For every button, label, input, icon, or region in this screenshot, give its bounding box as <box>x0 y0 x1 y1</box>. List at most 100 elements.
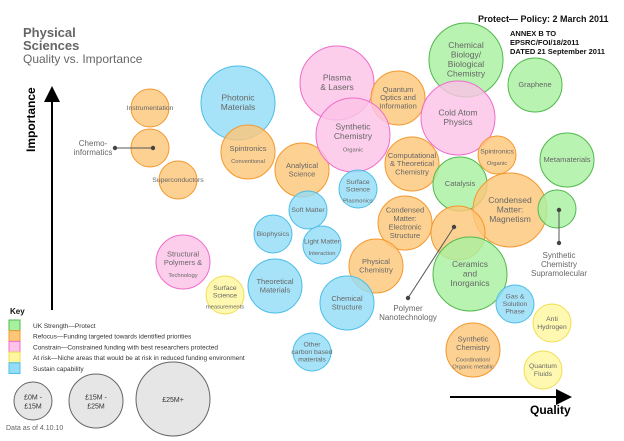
bubble-label: Catalysis <box>445 179 476 188</box>
bubble-circle <box>532 303 572 343</box>
bubble-circle <box>384 136 440 192</box>
bubble-light-matter-interaction: Light Matter Interaction <box>302 225 342 265</box>
bubble-label: materials <box>298 357 326 364</box>
key-swatch <box>8 351 21 364</box>
bubble-circle <box>205 275 245 315</box>
bubble-label: Information <box>379 102 417 111</box>
bubble-label: Biology/ <box>451 50 482 60</box>
bubble-label: Condensed <box>386 206 424 215</box>
key-swatch <box>8 319 21 332</box>
bubble-circle <box>247 258 303 314</box>
bubble-label: Matter: <box>497 204 523 214</box>
bubble-metamaterials: Metamaterials <box>539 132 595 188</box>
bubble-label: Chemistry <box>359 265 393 274</box>
callout-line <box>407 226 455 299</box>
key-title: Key <box>10 307 25 316</box>
bubble-biophysics: Biophysics <box>253 214 293 254</box>
bubble-circle <box>253 214 293 254</box>
bubble-circle <box>158 160 198 200</box>
bubble-label: Inorganics <box>450 278 489 288</box>
callout-dot <box>405 295 411 301</box>
annex-line-3: DATED 21 September 2011 <box>510 47 605 56</box>
bubble-label: Quantum <box>383 85 414 94</box>
bubble-circle <box>288 190 328 230</box>
key-swatch <box>8 340 21 353</box>
bubble-label: Hydrogen <box>537 324 567 331</box>
bubble-label: Science <box>289 169 316 178</box>
bubble-circle <box>477 135 517 175</box>
size-key-small: £0M - £15M <box>13 381 53 421</box>
bubble-label: and <box>463 268 477 278</box>
bubble-label: Structure <box>332 302 362 311</box>
key-item-refocus: Refocus—Funding targeted towards identif… <box>8 330 192 342</box>
bubble-circle <box>420 80 496 156</box>
key-label: Sustain capability <box>33 366 84 373</box>
bubble-label: Optics and <box>380 93 416 102</box>
callout-label: informatics <box>74 148 113 157</box>
bubble-label: Materials <box>260 285 291 294</box>
bubble-label: Light Matter <box>304 239 341 246</box>
size-key-medium: £15M - £25M <box>68 373 124 429</box>
bubble-sublabel: Organic <box>343 148 363 154</box>
bubble-label: Soft Matter <box>291 207 325 214</box>
bubble-label: Materials <box>221 102 255 112</box>
bubble-circle <box>292 332 332 372</box>
bubble-synthetic-chemistry-supramolecular <box>537 189 577 229</box>
bubble-spintronics-conventional: Spintronics Conventional <box>220 124 276 180</box>
bubble-soft-matter: Soft Matter <box>288 190 328 230</box>
size-key-label: £15M <box>24 404 42 411</box>
bubble-label: Condensed <box>488 195 532 205</box>
bubble-label: Synthetic <box>458 334 489 343</box>
footnote: Data as of 4.10.10 <box>6 425 63 432</box>
bubble-circle <box>445 322 501 378</box>
bubble-circle <box>432 236 508 312</box>
importance-axis-label: Importance <box>24 87 38 152</box>
bubble-label: Theoretical <box>256 277 293 286</box>
callout-dot <box>150 145 156 151</box>
bubble-circle <box>507 57 563 113</box>
bubble-instrumentation: Instrumentation <box>127 88 174 128</box>
bubble-label: Polymers & <box>164 258 202 267</box>
bubble-superconductors: Superconductors <box>152 160 204 200</box>
title-line2: Sciences <box>23 38 79 53</box>
key-swatch <box>8 362 21 374</box>
callout: Chemo-informatics <box>74 139 156 157</box>
bubble-label: Physical <box>362 257 390 266</box>
bubble-label: Other <box>304 341 322 348</box>
bubble-label: Anti <box>546 316 558 323</box>
subtitle: Quality vs. Importance <box>23 52 143 66</box>
callout-label: Chemo- <box>79 139 108 148</box>
callout-dot <box>451 224 457 230</box>
size-key-circle <box>68 373 124 429</box>
bubble-circle <box>302 225 342 265</box>
callout-label: Nanotechnology <box>379 313 437 322</box>
bubble-label: Instrumentation <box>127 105 174 112</box>
bubble-label: Computational <box>388 151 437 160</box>
key-swatch <box>8 330 21 342</box>
bubble-circle <box>155 234 211 290</box>
bubble-sublabel: Interaction <box>308 251 335 257</box>
bubble-circle <box>377 195 433 251</box>
bubble-label: Biophysics <box>257 231 290 238</box>
bubble-label: & Theoretical <box>390 159 434 168</box>
key-label: At risk—Niche areas that would be at ris… <box>33 355 245 362</box>
title-line1: Physical <box>23 25 76 40</box>
size-key-label: £25M <box>87 404 105 411</box>
bubble-label: Surface <box>346 179 370 186</box>
policy-header: Protect— Policy: 2 March 2011 <box>478 14 609 24</box>
bubble-label: Science <box>346 186 370 193</box>
